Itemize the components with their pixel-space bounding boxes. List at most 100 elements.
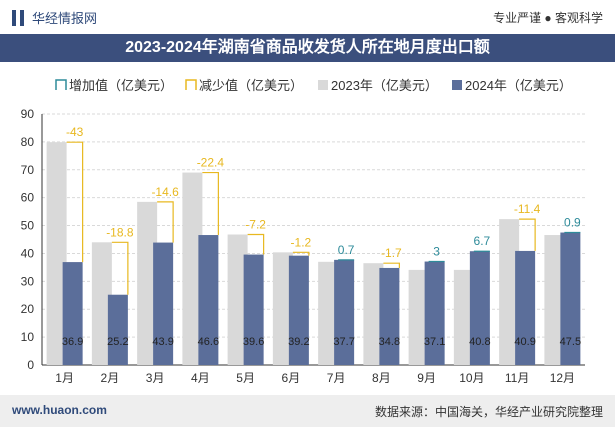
value-2024-label: 47.5 <box>560 336 581 348</box>
bar-2023 <box>272 252 293 365</box>
chart-bars <box>46 141 581 365</box>
bar-2024 <box>62 262 83 365</box>
footer-url[interactable]: www.huaon.com <box>12 403 107 417</box>
bar-2023 <box>408 269 429 365</box>
chart-title: 2023-2024年湖南省商品收发货人所在地月度出口额 <box>0 34 615 62</box>
footer: www.huaon.com 数据来源：中国海关，华经产业研究院整理 <box>0 395 615 427</box>
top-bar: 华经情报网 专业严谨 ● 客观科学 <box>0 0 615 34</box>
brand: 华经情报网 <box>12 8 97 27</box>
change-bracket <box>111 241 129 295</box>
change-bracket <box>247 233 265 255</box>
value-2024-label: 34.8 <box>379 336 400 348</box>
change-bracket <box>519 218 536 251</box>
y-tick-label: 70 <box>21 163 35 177</box>
value-2024-label: 39.2 <box>288 336 309 348</box>
change-value-label: -1.7 <box>381 246 402 260</box>
bar-2024 <box>469 251 490 365</box>
y-tick-label: 30 <box>21 274 35 288</box>
legend-label: 2024年（亿美元） <box>465 78 572 93</box>
x-tick-label: 6月 <box>282 371 301 385</box>
legend-label: 2023年（亿美元） <box>331 78 438 93</box>
bar-2023 <box>363 263 384 365</box>
x-tick-label: 2月 <box>101 371 120 385</box>
x-tick-label: 4月 <box>191 371 210 385</box>
brand-name: 华经情报网 <box>32 11 98 26</box>
bar-2024 <box>107 294 128 365</box>
value-2024-label: 37.1 <box>424 336 445 348</box>
change-value-label: -7.2 <box>245 217 266 231</box>
bar-2023 <box>499 219 520 365</box>
bar-2024 <box>243 254 264 365</box>
tagline: 专业严谨 ● 客观科学 <box>493 11 603 25</box>
chart: 增加值（亿美元） 减少值（亿美元） 2023年（亿美元） 2024年（亿美元） 0 10… <box>21 78 585 385</box>
value-2024-label: 37.7 <box>333 336 354 348</box>
change-bracket <box>157 201 174 243</box>
bar-2024 <box>560 232 581 365</box>
change-bracket <box>292 251 310 256</box>
change-value-label: -1.2 <box>291 235 312 249</box>
change-bracket <box>383 262 400 268</box>
bar-2024 <box>198 235 219 365</box>
value-2024-label: 36.9 <box>62 336 83 348</box>
bar-2023 <box>137 201 158 365</box>
change-value-label: 0.7 <box>338 243 355 257</box>
legend: 增加值（亿美元） 减少值（亿美元） 2023年（亿美元） 2024年（亿美元） <box>55 78 572 93</box>
legend-2024-swatch <box>452 80 462 90</box>
change-value-label: -14.6 <box>151 185 179 199</box>
value-2024-label: 39.6 <box>243 336 264 348</box>
y-tick-label: 40 <box>21 246 35 260</box>
bar-2024 <box>515 250 536 365</box>
value-2024-label: 46.6 <box>198 336 219 348</box>
x-tick-label: 10月 <box>459 371 484 385</box>
legend-increase-swatch <box>55 79 67 90</box>
x-tick-label: 11月 <box>505 371 529 385</box>
legend-label: 减少值（亿美元） <box>199 78 303 93</box>
change-value-label: -18.8 <box>106 225 134 239</box>
legend-decrease-swatch <box>185 79 197 90</box>
change-value-label: 0.9 <box>564 216 581 230</box>
change-bracket <box>66 141 84 263</box>
change-value-label: -22.4 <box>197 156 225 170</box>
value-2024-label: 43.9 <box>152 336 173 348</box>
bar-2023 <box>544 235 565 365</box>
bar-2024 <box>379 267 400 365</box>
bar-2024 <box>153 242 174 365</box>
chart-labels: -43 36.9 1月 -18.8 25.2 2月 -14.6 43.9 3月 -22.4 46.6… <box>55 125 581 385</box>
bar-2024 <box>334 259 355 365</box>
change-value-label: 3 <box>433 245 440 259</box>
x-tick-label: 3月 <box>146 371 165 385</box>
bar-2024 <box>288 255 309 365</box>
x-tick-label: 1月 <box>55 371 74 385</box>
value-2024-label: 40.8 <box>469 336 490 348</box>
change-value-label: -43 <box>66 125 84 139</box>
legend-2023-swatch <box>318 80 328 90</box>
bar-2023 <box>46 142 67 365</box>
bar-2023 <box>91 242 112 365</box>
x-tick-label: 12月 <box>550 371 575 385</box>
value-2024-label: 40.9 <box>514 336 535 348</box>
change-value-label: 6.7 <box>474 234 491 248</box>
y-tick-label: 90 <box>21 107 35 121</box>
y-tick-label: 60 <box>21 191 35 205</box>
y-tick-label: 20 <box>21 302 35 316</box>
x-tick-label: 7月 <box>327 371 346 385</box>
bar-2023 <box>227 234 248 365</box>
brand-logo-icon <box>12 9 26 26</box>
y-tick-label: 0 <box>27 358 34 372</box>
bar-2023 <box>182 172 203 365</box>
change-value-label: -11.4 <box>514 202 541 216</box>
y-tick-label: 10 <box>21 330 35 344</box>
x-tick-label: 9月 <box>417 371 436 385</box>
value-2024-label: 25.2 <box>107 336 128 348</box>
y-tick-label: 80 <box>21 135 35 149</box>
change-bracket <box>202 171 219 236</box>
bar-2024 <box>424 261 445 365</box>
x-tick-label: 5月 <box>236 371 255 385</box>
bar-2023 <box>453 269 474 365</box>
chart-grid: 0 10 20 30 40 50 60 70 80 90 <box>21 107 585 372</box>
bar-2023 <box>318 261 339 365</box>
x-tick-label: 8月 <box>372 371 391 385</box>
y-tick-label: 50 <box>21 219 35 233</box>
legend-label: 增加值（亿美元） <box>69 78 173 93</box>
footer-source: 数据来源：中国海关，华经产业研究院整理 <box>374 405 603 419</box>
